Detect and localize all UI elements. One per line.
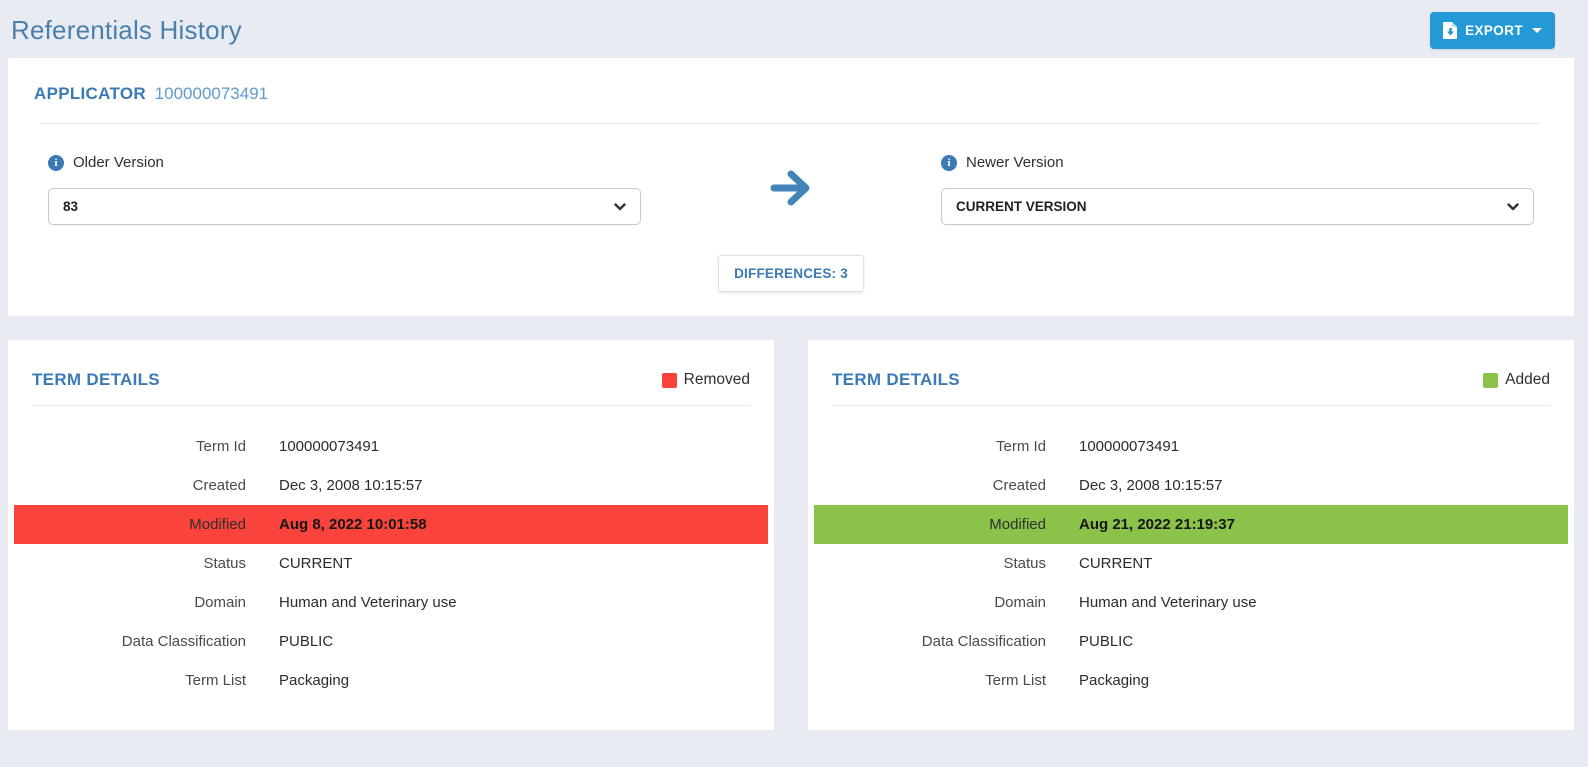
table-row: Status CURRENT xyxy=(14,544,768,583)
card-divider xyxy=(42,123,1540,124)
row-label: Term List xyxy=(185,672,246,689)
legend-label: Added xyxy=(1505,371,1550,388)
term-details-panel-newer: TERM DETAILS Added Term Id 100000073491 … xyxy=(808,340,1574,730)
removed-swatch-icon xyxy=(661,372,677,388)
older-version-label-row: i Older Version xyxy=(48,154,641,171)
row-label: Data Classification xyxy=(921,633,1046,650)
panel-title: TERM DETAILS xyxy=(32,370,160,389)
export-button[interactable]: EXPORT xyxy=(1430,11,1555,49)
chevron-down-icon xyxy=(614,202,626,210)
version-compare: i Older Version 83 i Newer Version CURRE… xyxy=(34,154,1548,225)
older-version-label: Older Version xyxy=(73,154,164,171)
panel-title: TERM DETAILS xyxy=(832,370,960,389)
row-label: Data Classification xyxy=(121,633,246,650)
panel-head: TERM DETAILS Removed xyxy=(8,360,774,405)
row-label: Created xyxy=(192,477,246,494)
top-bar: Referentials History EXPORT xyxy=(0,0,1588,58)
differences-row: DIFFERENCES: 3 xyxy=(34,255,1548,292)
row-label: Modified xyxy=(989,516,1046,533)
applicator-heading: APPLICATOR 100000073491 xyxy=(34,84,1548,104)
row-value: PUBLIC xyxy=(279,633,334,650)
row-label: Domain xyxy=(194,594,246,611)
table-row-highlight-removed: Modified Aug 8, 2022 10:01:58 xyxy=(14,505,768,544)
caret-down-icon xyxy=(1532,27,1542,33)
row-value: Human and Veterinary use xyxy=(279,594,457,611)
newer-version-label: Newer Version xyxy=(966,154,1064,171)
newer-version-label-row: i Newer Version xyxy=(941,154,1534,171)
legend-added: Added xyxy=(1483,371,1550,389)
compare-arrow-cell xyxy=(641,154,941,225)
legend-label: Removed xyxy=(683,371,750,388)
applicator-card: APPLICATOR 100000073491 i Older Version … xyxy=(8,58,1574,316)
info-icon[interactable]: i xyxy=(941,154,957,171)
newer-version-select[interactable]: CURRENT VERSION xyxy=(941,188,1534,225)
panel-divider xyxy=(32,405,750,406)
detail-rows: Term Id 100000073491 Created Dec 3, 2008… xyxy=(814,427,1568,700)
table-row: Created Dec 3, 2008 10:15:57 xyxy=(14,466,768,505)
panel-head: TERM DETAILS Added xyxy=(808,360,1574,405)
row-value: Packaging xyxy=(279,672,350,689)
applicator-title: APPLICATOR xyxy=(34,84,146,103)
row-value: Aug 8, 2022 10:01:58 xyxy=(279,516,427,533)
applicator-term-id: 100000073491 xyxy=(154,84,269,103)
detail-rows: Term Id 100000073491 Created Dec 3, 2008… xyxy=(14,427,768,700)
row-value: Aug 21, 2022 21:19:37 xyxy=(1079,516,1235,533)
table-row: Term Id 100000073491 xyxy=(814,427,1568,466)
row-value: CURRENT xyxy=(1079,555,1153,572)
row-label: Term Id xyxy=(995,438,1046,455)
row-value: 100000073491 xyxy=(279,438,380,455)
differences-badge: DIFFERENCES: 3 xyxy=(718,255,864,292)
newer-version-column: i Newer Version CURRENT VERSION xyxy=(941,154,1534,225)
term-details-panel-older: TERM DETAILS Removed Term Id 10000007349… xyxy=(8,340,774,730)
row-label: Status xyxy=(203,555,246,572)
row-value: Human and Veterinary use xyxy=(1079,594,1257,611)
table-row: Term Id 100000073491 xyxy=(14,427,768,466)
row-value: Dec 3, 2008 10:15:57 xyxy=(1079,477,1223,494)
table-row: Created Dec 3, 2008 10:15:57 xyxy=(814,466,1568,505)
row-value: Dec 3, 2008 10:15:57 xyxy=(279,477,423,494)
row-label: Status xyxy=(1003,555,1046,572)
older-version-select[interactable]: 83 xyxy=(48,188,641,225)
table-row: Domain Human and Veterinary use xyxy=(14,583,768,622)
row-label: Modified xyxy=(189,516,246,533)
older-version-column: i Older Version 83 xyxy=(48,154,641,225)
chevron-down-icon xyxy=(1507,202,1519,210)
table-row: Data Classification PUBLIC xyxy=(814,622,1568,661)
row-label: Term Id xyxy=(195,438,246,455)
row-value: PUBLIC xyxy=(1079,633,1134,650)
panel-divider xyxy=(832,405,1550,406)
table-row: Domain Human and Veterinary use xyxy=(814,583,1568,622)
row-value: Packaging xyxy=(1079,672,1150,689)
info-icon[interactable]: i xyxy=(48,154,64,171)
table-row-highlight-added: Modified Aug 21, 2022 21:19:37 xyxy=(814,505,1568,544)
page-title: Referentials History xyxy=(11,14,242,45)
right-arrow-icon xyxy=(770,170,810,206)
table-row: Status CURRENT xyxy=(814,544,1568,583)
table-row: Term List Packaging xyxy=(814,661,1568,700)
legend-removed: Removed xyxy=(661,371,750,389)
row-value: CURRENT xyxy=(279,555,353,572)
table-row: Term List Packaging xyxy=(14,661,768,700)
added-swatch-icon xyxy=(1483,372,1499,388)
term-details-panels: TERM DETAILS Removed Term Id 10000007349… xyxy=(8,340,1574,730)
file-export-icon xyxy=(1443,21,1458,39)
export-button-label: EXPORT xyxy=(1465,22,1523,38)
table-row: Data Classification PUBLIC xyxy=(14,622,768,661)
newer-version-selected-value: CURRENT VERSION xyxy=(956,199,1087,214)
row-label: Term List xyxy=(985,672,1046,689)
row-label: Created xyxy=(992,477,1046,494)
row-label: Domain xyxy=(994,594,1046,611)
row-value: 100000073491 xyxy=(1079,438,1180,455)
older-version-selected-value: 83 xyxy=(63,199,79,214)
